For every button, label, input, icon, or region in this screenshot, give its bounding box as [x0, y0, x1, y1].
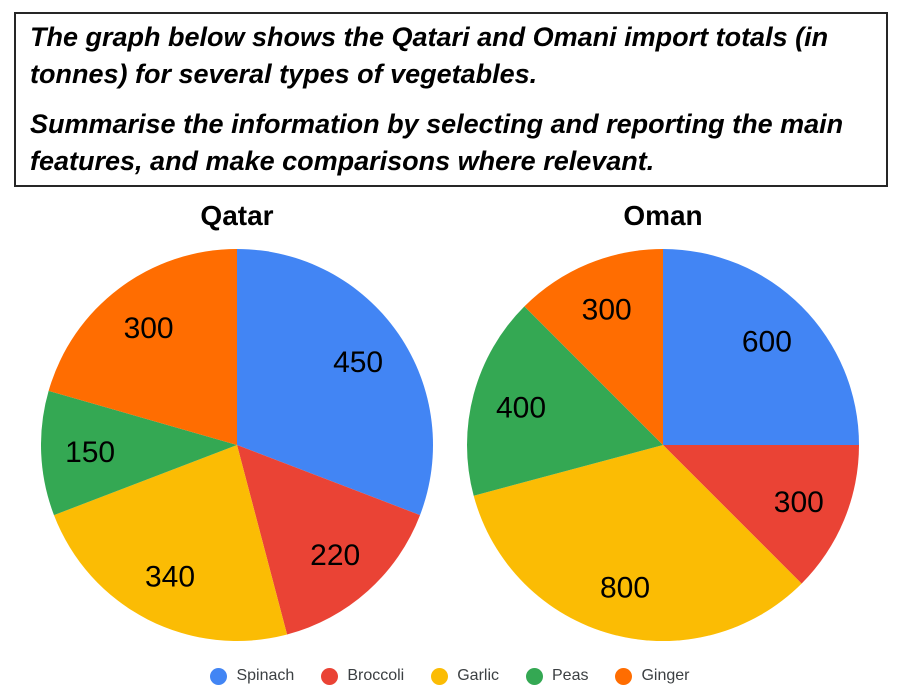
prompt-box: The graph below shows the Qatari and Oma…	[14, 12, 888, 187]
pie-value-label-oman-garlic: 800	[600, 572, 650, 605]
pie-slice-oman-ginger	[524, 249, 663, 445]
legend-item-broccoli: Broccoli	[321, 666, 404, 686]
pie-value-label-oman-ginger: 300	[582, 294, 632, 327]
legend-item-garlic: Garlic	[431, 666, 499, 686]
chart-oman: Oman 600 300 800 400 300	[467, 201, 859, 641]
prompt-paragraph-1: The graph below shows the Qatari and Oma…	[30, 22, 829, 89]
legend-label-garlic: Garlic	[457, 667, 499, 684]
legend-item-ginger: Ginger	[615, 666, 690, 686]
pie-value-label-oman-broccoli: 300	[774, 486, 824, 519]
pie-slice-qatar-ginger	[48, 249, 238, 445]
pie-slice-qatar-broccoli	[237, 445, 421, 635]
chart-qatar: Qatar 450 220 340 150 300	[41, 201, 433, 641]
pie-slice-qatar-spinach	[237, 249, 433, 516]
qatar-pie-chart: 450 220 340 150 300	[41, 249, 433, 641]
prompt-paragraph-2: Summarise the information by selecting a…	[30, 109, 844, 176]
legend-item-peas: Peas	[526, 666, 588, 686]
legend-label-peas: Peas	[552, 667, 589, 684]
legend-swatch-peas-icon	[526, 667, 543, 685]
legend-swatch-broccoli-icon	[321, 667, 339, 685]
pie-value-label-qatar-spinach: 450	[333, 346, 383, 379]
chart-title-oman: Oman	[623, 200, 703, 231]
pie-value-label-qatar-garlic: 340	[145, 560, 195, 593]
legend-swatch-garlic-icon	[431, 667, 449, 685]
legend-item-spinach: Spinach	[210, 666, 294, 686]
legend-label-spinach: Spinach	[236, 667, 295, 684]
pie-slice-oman-spinach	[663, 249, 859, 445]
pie-slice-oman-peas	[467, 306, 663, 496]
pie-slice-oman-broccoli	[663, 445, 859, 584]
pie-value-label-qatar-broccoli: 220	[310, 539, 360, 572]
pie-value-label-qatar-peas: 150	[65, 436, 115, 469]
legend-swatch-ginger-icon	[615, 667, 633, 685]
pie-slice-oman-garlic	[473, 445, 802, 641]
legend-label-ginger: Ginger	[641, 667, 690, 684]
chart-title-qatar: Qatar	[200, 200, 274, 231]
legend-label-broccoli: Broccoli	[347, 667, 405, 684]
legend: Spinach Broccoli Garlic Peas Ginger	[0, 666, 900, 686]
pie-value-label-oman-spinach: 600	[742, 326, 792, 359]
pie-slice-qatar-peas	[41, 390, 237, 516]
pie-slice-qatar-garlic	[53, 445, 288, 641]
oman-pie-chart: 600 300 800 400 300	[467, 249, 859, 641]
legend-swatch-spinach-icon	[210, 667, 228, 685]
pie-value-label-oman-peas: 400	[496, 392, 546, 425]
pie-value-label-qatar-ginger: 300	[124, 312, 174, 345]
charts-row: Qatar 450 220 340 150 300 Oman 600 300 800 400 3…	[0, 201, 900, 641]
